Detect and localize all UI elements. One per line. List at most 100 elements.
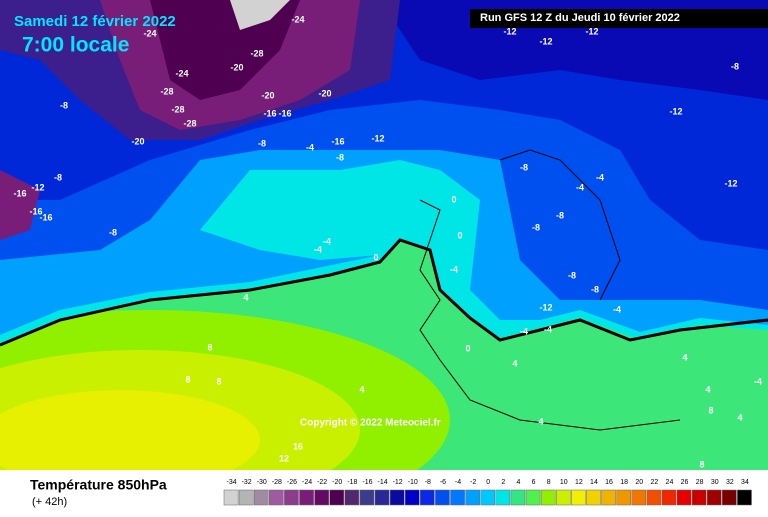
scale-swatch: [661, 489, 677, 506]
scale-label: 10: [560, 479, 568, 486]
scale-swatch: [253, 489, 269, 506]
contour-label: -12: [503, 26, 516, 36]
scale-swatch: [480, 489, 496, 506]
contour-label: -4: [323, 236, 331, 246]
footer-lead: (+ 42h): [32, 496, 67, 508]
scale-swatch: [329, 489, 345, 506]
scale-label: 28: [696, 479, 704, 486]
scale-swatch: [299, 489, 314, 506]
scale-swatch: [359, 489, 375, 506]
scale-label: 16: [605, 479, 613, 486]
contour-label: -16: [331, 136, 344, 146]
contour-label: 8: [216, 376, 221, 386]
contour-label: -4: [576, 182, 584, 192]
scale-swatch: [374, 489, 390, 506]
scale-swatch: [616, 489, 631, 506]
scale-swatch: [404, 489, 420, 506]
contour-label: 4: [359, 384, 364, 394]
contour-label: -24: [143, 28, 156, 38]
contour-label: 8: [185, 374, 190, 384]
scale-label: 24: [666, 479, 674, 486]
contour-label: -16: [39, 212, 52, 222]
contour-label: -4: [754, 376, 762, 386]
scale-label: -14: [377, 479, 387, 486]
contour-label: -16: [278, 108, 291, 118]
scale-swatch: [238, 489, 254, 506]
contour-label: -28: [250, 48, 263, 58]
contour-label: -8: [520, 162, 528, 172]
contour-label: -12: [724, 178, 737, 188]
scale-swatch: [314, 489, 329, 506]
contour-label: -24: [291, 14, 304, 24]
contour-label: -28: [183, 118, 196, 128]
scale-swatch: [420, 489, 435, 506]
contour-label: 8: [708, 405, 713, 415]
scale-label: -6: [440, 479, 446, 486]
scale-label: -10: [408, 479, 418, 486]
contour-label: -4: [596, 172, 604, 182]
scale-swatch: [495, 489, 511, 506]
footer-title: Température 850hPa: [30, 477, 167, 493]
scale-swatch: [571, 489, 586, 506]
scale-swatch: [631, 489, 647, 506]
scale-swatch: [344, 489, 360, 506]
scale-label: -30: [257, 479, 267, 486]
scale-swatch: [510, 489, 526, 506]
scale-label: -12: [393, 479, 403, 486]
contour-label: -4: [314, 244, 322, 254]
contour-label: 4: [705, 384, 710, 394]
scale-swatch: [465, 489, 480, 506]
contour-label: 4: [243, 292, 248, 302]
run-label: Run GFS 12 Z du Jeudi 10 février 2022: [480, 12, 680, 24]
contour-label: 0: [465, 343, 470, 353]
contour-label: -8: [568, 270, 576, 280]
contour-label: -12: [539, 302, 552, 312]
copyright: Copyright © 2022 Meteociel.fr: [300, 418, 441, 429]
contour-label: -8: [556, 210, 564, 220]
run-box: [470, 9, 768, 28]
contour-label: -8: [591, 284, 599, 294]
contour-label: 4: [538, 416, 543, 426]
contour-label: -4: [520, 326, 528, 336]
scale-swatch: [540, 489, 556, 506]
scale-swatch: [737, 489, 752, 506]
contour-label: -20: [230, 62, 243, 72]
contour-label: -28: [160, 86, 173, 96]
contour-label: -12: [371, 133, 384, 143]
scale-label: -18: [347, 479, 357, 486]
scale-swatch: [722, 489, 737, 506]
contour-label: -12: [669, 106, 682, 116]
scale-swatch: [389, 489, 405, 506]
contour-label: -8: [532, 222, 540, 232]
scale-label: -8: [425, 479, 431, 486]
contour-label: 8: [699, 459, 704, 469]
scale-swatch: [223, 489, 239, 506]
contour-label: 4: [512, 358, 517, 368]
scale-label: 18: [620, 479, 628, 486]
scale-label: 0: [486, 479, 490, 486]
scale-label: 20: [635, 479, 643, 486]
scale-swatch: [601, 489, 616, 506]
contour-label: -12: [585, 26, 598, 36]
contour-label: -8: [336, 152, 344, 162]
contour-label: 0: [373, 252, 378, 262]
scale-label: -20: [332, 479, 342, 486]
scale-label: -2: [470, 479, 476, 486]
scale-label: 8: [547, 479, 551, 486]
scale-swatch: [525, 489, 541, 506]
scale-swatch: [435, 489, 450, 506]
scale-label: -4: [455, 479, 461, 486]
scale-swatch: [586, 489, 601, 506]
scale-label: -34: [226, 479, 236, 486]
contour-label: -20: [261, 90, 274, 100]
scale-swatch: [555, 489, 571, 506]
scale-label: 32: [726, 479, 734, 486]
contour-label: -8: [258, 138, 266, 148]
scale-label: 34: [741, 479, 749, 486]
scale-label: 22: [650, 479, 658, 486]
scale-label: -16: [362, 479, 372, 486]
contour-label: 8: [207, 342, 212, 352]
time-label: 7:00 locale: [22, 34, 129, 57]
scale-label: 2: [501, 479, 505, 486]
